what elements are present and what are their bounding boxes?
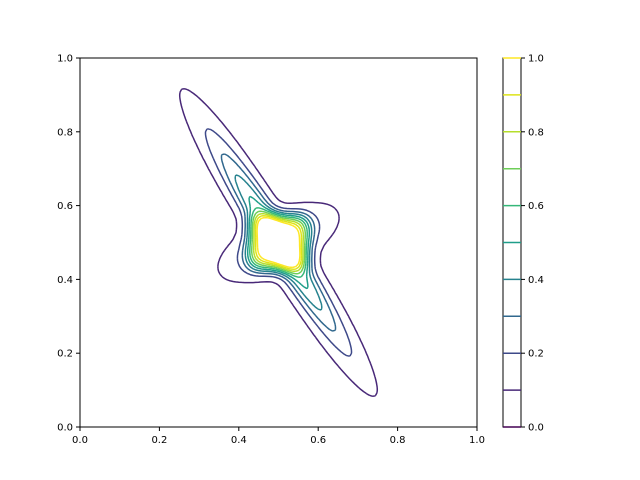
y-tick-label: 0.2 — [57, 349, 73, 360]
y-tick-label: 1.0 — [57, 54, 73, 65]
plot-area — [80, 58, 477, 427]
x-tick-label: 0.0 — [72, 435, 88, 446]
x-tick-label: 1.0 — [469, 435, 485, 446]
x-tick-label: 0.8 — [390, 435, 406, 446]
plot-frame — [79, 57, 478, 428]
contour-level-0.3 — [220, 153, 337, 332]
colorbar-levels — [503, 57, 521, 428]
contour-level-0.5 — [246, 195, 311, 290]
colorbar-tick-label: 0.8 — [528, 127, 544, 138]
y-tick-label: 0.8 — [57, 127, 73, 138]
colorbar-tick-label: 1.0 — [528, 54, 544, 65]
x-tick-label: 0.4 — [231, 435, 247, 446]
contour-level-1.0 — [256, 216, 301, 269]
colorbar-tick-label: 0.2 — [528, 349, 544, 360]
colorbar: 0.0 0.2 0.4 0.6 0.8 1.0 — [502, 54, 544, 434]
contour-level-0.7 — [250, 210, 307, 275]
colorbar-tick-label: 0.4 — [528, 275, 544, 286]
colorbar-ticks: 0.0 0.2 0.4 0.6 0.8 1.0 — [521, 54, 544, 434]
y-axis: 0.0 0.2 0.4 0.6 0.8 1.0 — [57, 54, 80, 434]
contour-level-0.1 — [178, 88, 379, 397]
y-tick-label: 0.6 — [57, 201, 73, 212]
colorbar-tick-label: 0.6 — [528, 201, 544, 212]
contour-level-0.9 — [254, 214, 303, 271]
contour-level-0.2 — [204, 128, 353, 357]
contour-lines — [178, 88, 379, 397]
y-tick-label: 0.0 — [57, 423, 73, 434]
x-tick-label: 0.6 — [310, 435, 326, 446]
contour-level-0.4 — [234, 174, 323, 311]
contour-level-0.6 — [249, 207, 308, 278]
x-axis: 0.0 0.2 0.4 0.6 0.8 1.0 — [72, 427, 485, 446]
x-tick-label: 0.2 — [151, 435, 167, 446]
contour-level-0.8 — [252, 212, 305, 273]
colorbar-tick-label: 0.0 — [528, 423, 544, 434]
y-tick-label: 0.4 — [57, 275, 73, 286]
